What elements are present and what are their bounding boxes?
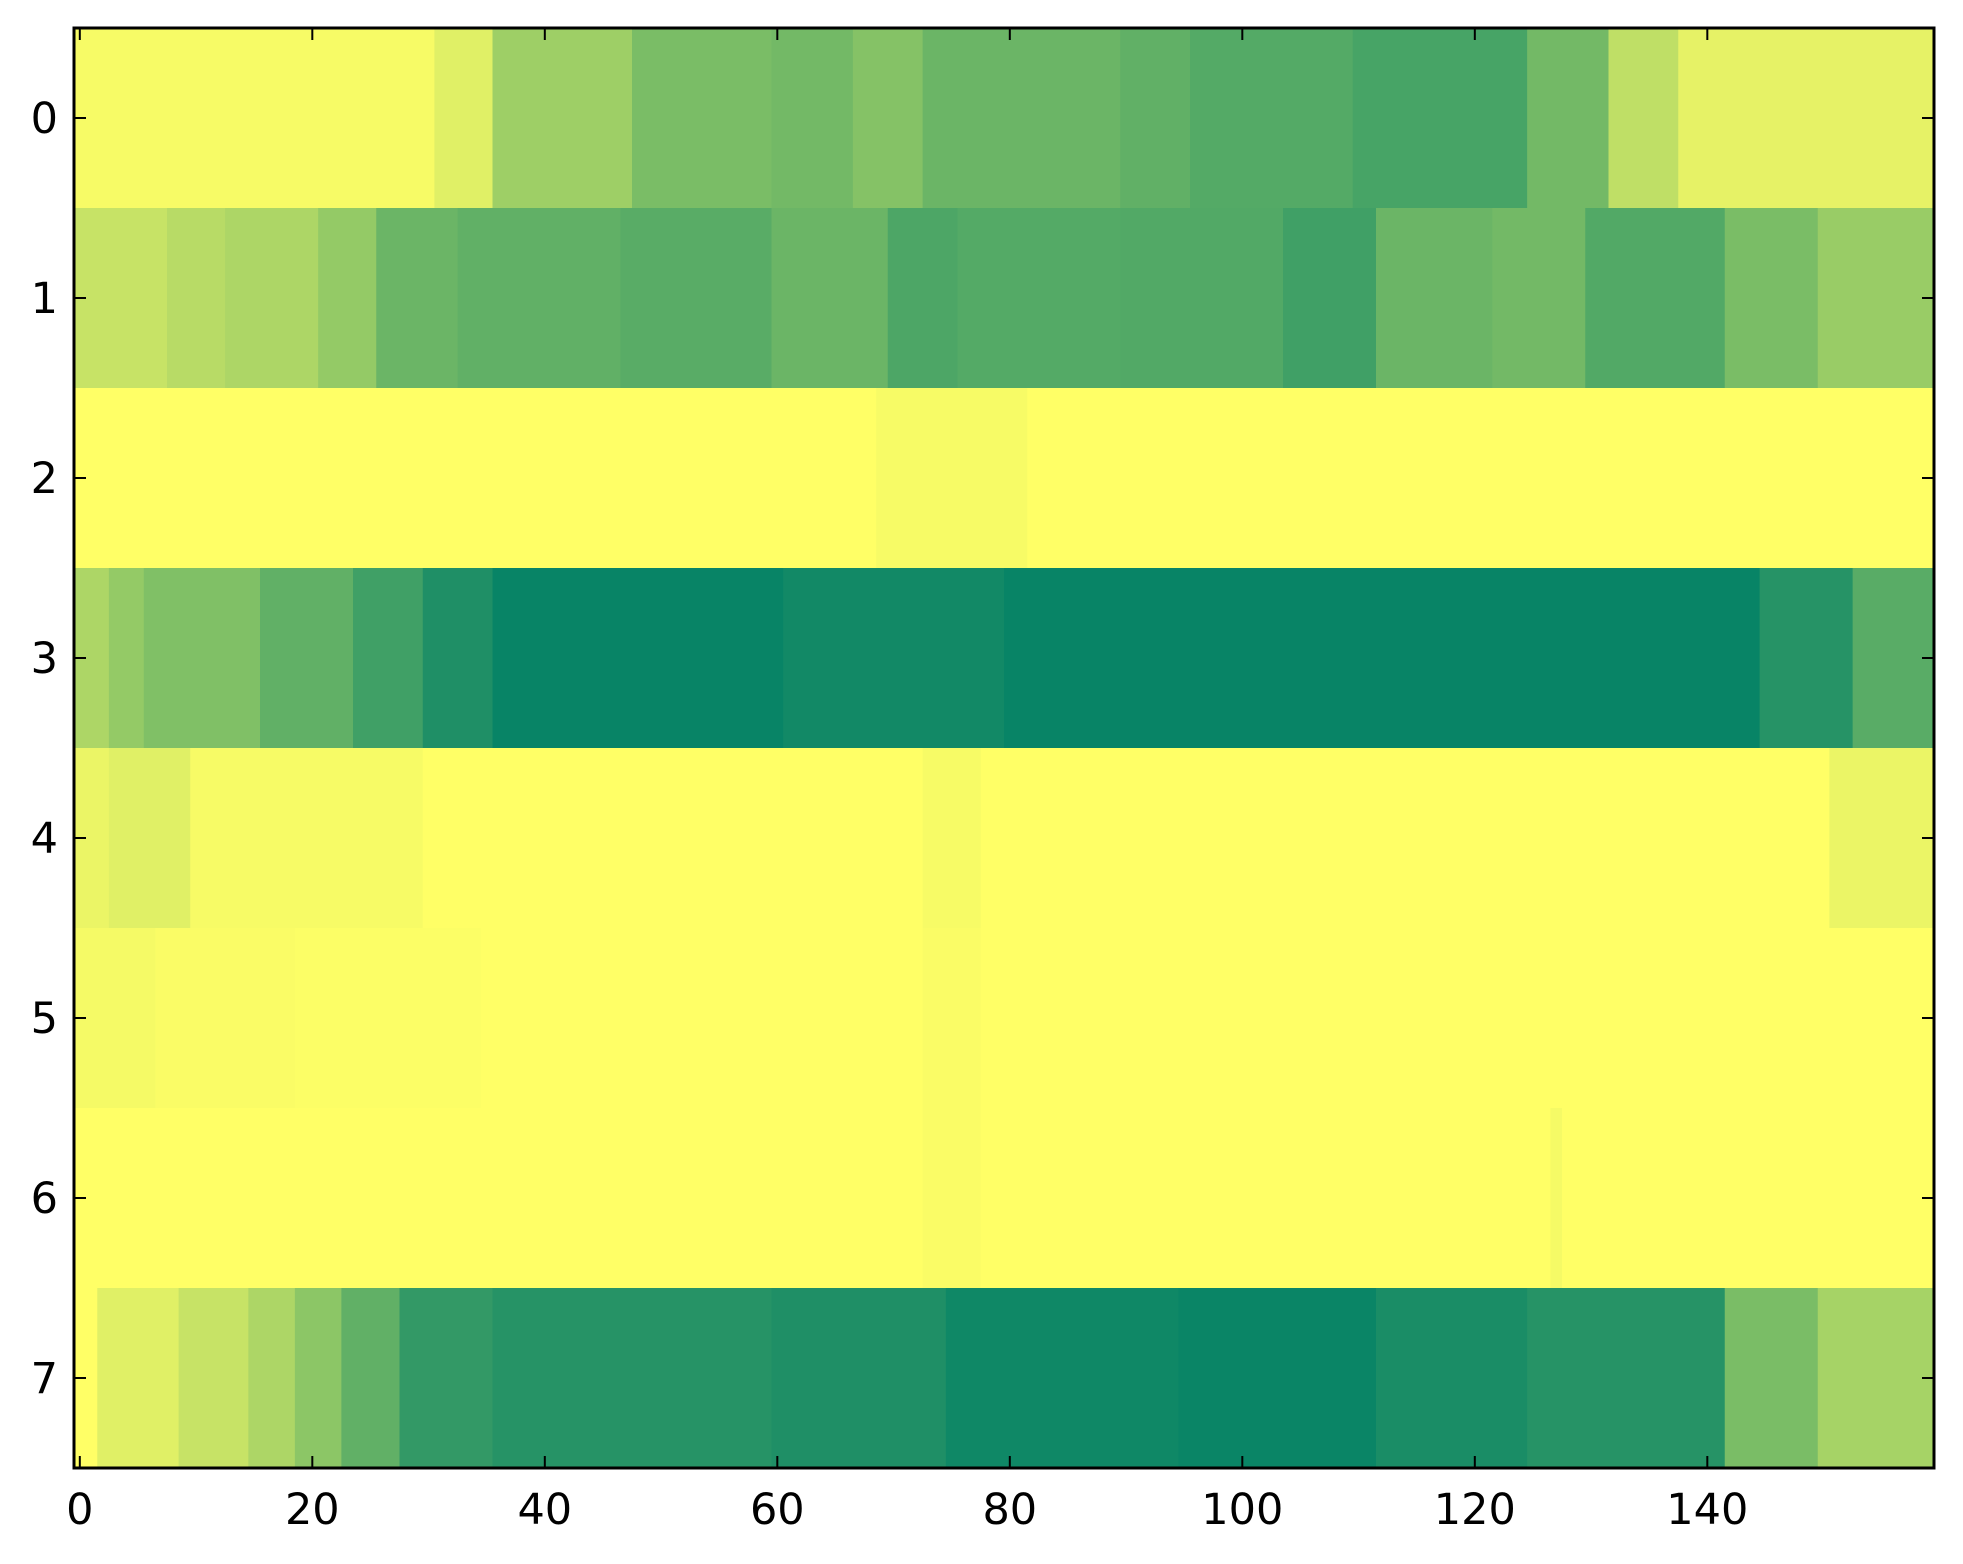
heatmap-cell-row-1 — [887, 208, 959, 389]
heatmap-cell-row-1 — [1585, 208, 1726, 389]
heatmap-cell-row-7 — [399, 1288, 494, 1469]
heatmap-cell-row-1 — [1283, 208, 1377, 389]
heatmap-cell-row-7 — [1724, 1288, 1819, 1469]
heatmap-cell-row-1 — [1120, 208, 1284, 389]
heatmap-cell-row-6 — [980, 1108, 1551, 1289]
heatmap-cell-row-5 — [74, 928, 156, 1109]
heatmap-cell-row-1 — [1492, 208, 1586, 389]
heatmap-cell-row-3 — [783, 568, 1005, 749]
heatmap-cell-row-7 — [1376, 1288, 1528, 1469]
y-tick-label: 7 — [31, 1354, 58, 1404]
heatmap-cell-row-1 — [457, 208, 621, 389]
heatmap-cell-row-1 — [957, 208, 1121, 389]
heatmap-cell-row-0 — [434, 28, 494, 209]
heatmap-cell-row-5 — [480, 928, 924, 1109]
x-tick-label: 60 — [750, 1485, 805, 1535]
x-tick-labels: 0 20 40 60 80 100 120 140 — [66, 1485, 1748, 1535]
heatmap-cell-row-0 — [1352, 28, 1528, 209]
heatmap-cell-row-6 — [1562, 1108, 1935, 1289]
x-tick-label: 0 — [66, 1485, 93, 1535]
heatmap-cell-row-3 — [492, 568, 784, 749]
heatmap-cell-row-4 — [1829, 748, 1935, 929]
heatmap-cell-row-0 — [492, 28, 633, 209]
heatmap-cell-row-0 — [1608, 28, 1679, 209]
heatmap-cell-row-6 — [922, 1108, 982, 1289]
heatmap-cells — [74, 28, 1935, 1469]
heatmap-cell-row-2 — [876, 388, 1028, 569]
x-tick-label: 120 — [1434, 1485, 1516, 1535]
heatmap-cell-row-2 — [1027, 388, 1935, 569]
y-tick-label: 6 — [31, 1174, 58, 1224]
heatmap-cell-row-6 — [1550, 1108, 1563, 1289]
heatmap-cell-row-1 — [771, 208, 889, 389]
heatmap-cell-row-0 — [1120, 28, 1191, 209]
heatmap-cell-row-5 — [922, 928, 982, 1109]
heatmap-cell-row-0 — [632, 28, 773, 209]
y-tick-label: 5 — [31, 994, 58, 1044]
heatmap-cell-row-1 — [225, 208, 319, 389]
y-tick-label: 4 — [31, 814, 58, 864]
heatmap-cell-row-1 — [167, 208, 226, 389]
heatmap-cell-row-7 — [1527, 1288, 1726, 1469]
heatmap-cell-row-1 — [74, 208, 168, 389]
y-tick-label: 2 — [31, 454, 58, 504]
heatmap-cell-row-3 — [260, 568, 354, 749]
heatmap-cell-row-7 — [492, 1288, 773, 1469]
heatmap-cell-row-5 — [294, 928, 482, 1109]
heatmap-cell-row-7 — [341, 1288, 401, 1469]
heatmap-cell-row-3 — [1759, 568, 1854, 749]
x-tick-label: 140 — [1666, 1485, 1748, 1535]
x-tick-label: 100 — [1201, 1485, 1283, 1535]
heatmap-cell-row-0 — [1190, 28, 1354, 209]
heatmap-cell-row-4 — [190, 748, 424, 929]
heatmap-cell-row-4 — [108, 748, 191, 929]
heatmap-cell-row-7 — [294, 1288, 342, 1469]
x-tick-label: 80 — [982, 1485, 1037, 1535]
heatmap-cell-row-0 — [74, 28, 435, 209]
y-tick-label: 3 — [31, 634, 58, 684]
heatmap-cell-row-4 — [422, 748, 924, 929]
x-tick-label: 20 — [285, 1485, 340, 1535]
y-tick-labels: 0 1 2 3 4 5 6 7 — [31, 94, 58, 1404]
heatmap-cell-row-7 — [1178, 1288, 1377, 1469]
heatmap-cell-row-3 — [1004, 568, 1761, 749]
heatmap-cell-row-7 — [945, 1288, 1179, 1469]
heatmap-cell-row-1 — [1376, 208, 1493, 389]
heatmap-cell-row-1 — [376, 208, 459, 389]
heatmap-cell-row-2 — [74, 388, 877, 569]
heatmap-cell-row-1 — [318, 208, 377, 389]
heatmap-cell-row-4 — [922, 748, 982, 929]
heatmap-cell-row-3 — [1852, 568, 1935, 749]
heatmap-cell-row-3 — [108, 568, 145, 749]
heatmap-cell-row-0 — [1678, 28, 1935, 209]
heatmap-cell-row-3 — [143, 568, 261, 749]
heatmap-cell-row-7 — [1817, 1288, 1935, 1469]
x-tick-label: 40 — [517, 1485, 572, 1535]
heatmap-cell-row-0 — [922, 28, 1121, 209]
heatmap-cell-row-5 — [155, 928, 296, 1109]
heatmap-cell-row-4 — [980, 748, 1830, 929]
heatmap-cell-row-7 — [248, 1288, 296, 1469]
heatmap-cell-row-6 — [74, 1108, 924, 1289]
y-tick-label: 1 — [31, 274, 58, 324]
heatmap-cell-row-1 — [620, 208, 773, 389]
heatmap-cell-row-7 — [178, 1288, 249, 1469]
y-tick-label: 0 — [31, 94, 58, 144]
plot-frame — [72, 26, 1936, 1470]
axis-ticks — [74, 28, 1934, 1468]
heatmap-cell-row-1 — [1724, 208, 1819, 389]
heatmap-cell-row-7 — [771, 1288, 947, 1469]
heatmap-cell-row-0 — [771, 28, 854, 209]
heatmap-cell-row-7 — [97, 1288, 180, 1469]
heatmap-cell-row-5 — [980, 928, 1935, 1109]
heatmap-cell-row-3 — [353, 568, 424, 749]
heatmap-cell-row-1 — [1817, 208, 1935, 389]
heatmap-cell-row-3 — [422, 568, 494, 749]
heatmap-cell-row-0 — [852, 28, 924, 209]
heatmap-cell-row-0 — [1527, 28, 1610, 209]
